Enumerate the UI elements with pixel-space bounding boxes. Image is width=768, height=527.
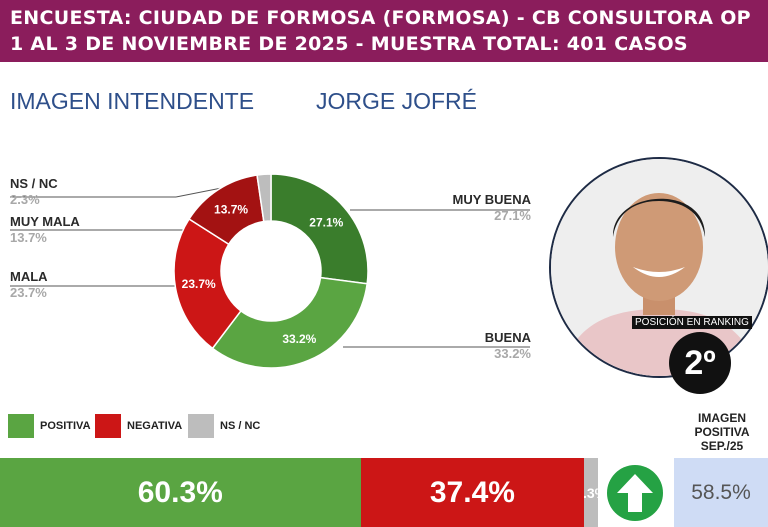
summary-bar-positiva: 60.3% [0, 458, 361, 527]
previous-value: 58.5% [691, 480, 751, 504]
ranking-badge: 2º [669, 332, 731, 394]
header-title: ENCUESTA: CIUDAD DE FORMOSA (FORMOSA) - … [10, 7, 751, 29]
label-buena-value: 33.2% [494, 346, 531, 361]
label-muybuena-value: 27.1% [494, 208, 531, 223]
previous-title: IMAGEN POSITIVA SEP./25 [676, 411, 768, 453]
label-nsnc-name: NS / NC [10, 176, 58, 191]
label-muybuena: MUY BUENA 27.1% [420, 192, 532, 223]
summary-bar-negativa: 37.4% [360, 458, 585, 527]
label-mala-name: MALA [10, 269, 48, 284]
legend-item-nsnc: NS / NC [188, 414, 260, 438]
summary-bar-label-negativa: 37.4% [429, 475, 515, 509]
header-banner: ENCUESTA: CIUDAD DE FORMOSA (FORMOSA) - … [0, 0, 768, 62]
donut-slice-label-buena: 33.2% [282, 332, 316, 346]
legend-label-positiva: POSITIVA [40, 420, 91, 432]
label-mala: MALA 23.7% [10, 269, 48, 300]
legend-label-negativa: NEGATIVA [127, 420, 183, 432]
candidate-photo [549, 157, 768, 378]
previous-title-line-3: SEP./25 [700, 439, 744, 453]
ranking-label: POSICIÓN EN RANKING [632, 316, 752, 329]
label-buena: BUENA 33.2% [420, 330, 531, 361]
label-nsnc-value: 2.3% [10, 192, 40, 207]
donut-slice-mala [173, 217, 242, 350]
donut-slice-label-muybuena: 27.1% [309, 216, 343, 230]
previous-title-line-2: POSITIVA [694, 425, 750, 439]
person-icon [551, 159, 768, 376]
donut-slice-buena [211, 276, 368, 369]
legend-label-nsnc: NS / NC [220, 420, 261, 432]
candidate-name: JORGE JOFRÉ [316, 88, 478, 114]
label-buena-name: BUENA [484, 330, 531, 345]
label-muymala: MUY MALA 13.7% [10, 214, 80, 245]
donut-slice-nsnc [256, 173, 272, 223]
summary-bar-nsnc: 2.3% [584, 458, 598, 527]
label-muymala-value: 13.7% [10, 230, 47, 245]
up-arrow-icon [607, 465, 663, 521]
label-mala-value: 23.7% [10, 285, 47, 300]
label-nsnc: NS / NC 2.3% [10, 176, 58, 207]
legend-swatch-negativa [95, 414, 121, 438]
label-muybuena-name: MUY BUENA [452, 192, 532, 207]
previous-title-line-1: IMAGEN [698, 411, 746, 425]
legend-item-negativa: NEGATIVA [95, 414, 182, 438]
summary-bar-label-positiva: 60.3% [137, 475, 223, 509]
legend-item-positiva: POSITIVA [8, 414, 91, 438]
label-muymala-name: MUY MALA [10, 214, 80, 229]
donut-slice-label-mala: 23.7% [182, 277, 216, 291]
summary-bar-label-nsnc: 2.3% [584, 484, 598, 501]
header-subtitle: 1 AL 3 DE NOVIEMBRE DE 2025 - MUESTRA TO… [10, 33, 688, 55]
donut-slice-muybuena [270, 173, 369, 285]
previous-value-box: 58.5% [674, 458, 768, 527]
legend-swatch-nsnc [188, 414, 214, 438]
donut-slice-label-muymala: 13.7% [214, 202, 248, 216]
legend-swatch-positiva [8, 414, 34, 438]
section-title: IMAGEN INTENDENTE [10, 88, 255, 114]
